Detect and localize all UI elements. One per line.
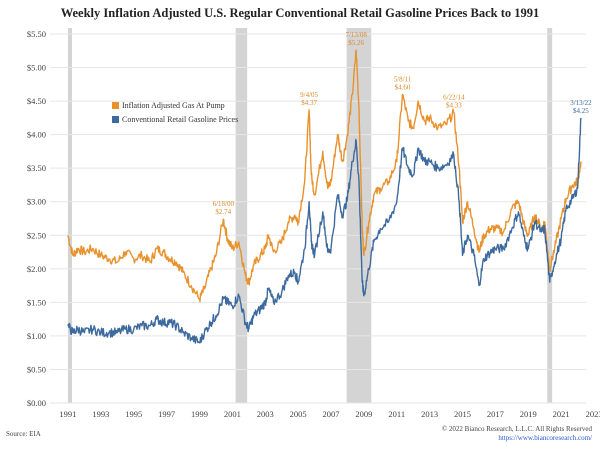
legend: Inflation Adjusted Gas At Pump Convention… — [112, 101, 238, 124]
x-tick-label: 1995 — [125, 409, 142, 419]
legend-label: Conventional Retail Gasoline Prices — [122, 115, 238, 124]
recession-band — [346, 28, 372, 403]
y-tick-label: $4.50 — [27, 96, 46, 106]
legend-label: Inflation Adjusted Gas At Pump — [122, 101, 225, 110]
x-tick-label: 1993 — [92, 409, 109, 419]
legend-swatch — [112, 116, 119, 123]
annotation-value: $4.25 — [573, 107, 589, 115]
y-tick-label: $1.50 — [27, 297, 46, 307]
annotation-date: 7/13/08 — [345, 31, 367, 39]
x-tick-label: 2017 — [487, 409, 504, 419]
x-tick-label: 2013 — [421, 409, 438, 419]
annotation-value: $4.33 — [446, 101, 462, 109]
annotation-value: $4.60 — [395, 83, 411, 91]
annotation-value: $4.37 — [301, 99, 317, 107]
x-tick-label: 2003 — [257, 409, 274, 419]
annotation-value: $2.74 — [215, 208, 231, 216]
recession-band — [67, 28, 73, 403]
source-note: Source: EIA — [6, 430, 41, 438]
y-tick-label: $5.00 — [27, 63, 46, 73]
x-tick-label: 2015 — [454, 409, 471, 419]
x-tick-label: 2021 — [553, 409, 570, 419]
y-tick-label: $3.00 — [27, 197, 46, 207]
x-tick-label: 2007 — [323, 409, 340, 419]
y-tick-label: $1.00 — [27, 331, 46, 341]
x-tick-label: 2019 — [520, 409, 537, 419]
y-tick-label: $5.50 — [27, 29, 46, 39]
annotation-date: 6/22/14 — [443, 93, 465, 101]
x-tick-label: 2005 — [290, 409, 307, 419]
y-tick-label: $2.50 — [27, 230, 46, 240]
website-link[interactable]: https://www.biancoresearch.com/ — [498, 434, 592, 442]
recession-band — [235, 28, 248, 403]
annotation-date: 5/8/11 — [394, 75, 412, 83]
x-tick-label: 2011 — [388, 409, 405, 419]
y-tick-label: $0.00 — [27, 398, 46, 408]
x-tick-label: 2001 — [224, 409, 241, 419]
legend-swatch — [112, 102, 119, 109]
copyright-text: © 2022 Bianco Research, L.L.C. All Right… — [441, 425, 592, 433]
x-tick-label: 1997 — [158, 409, 175, 419]
x-tick-label: 2023 — [586, 409, 600, 419]
annotation-date: 9/4/05 — [300, 91, 318, 99]
x-tick-label: 1991 — [59, 409, 76, 419]
y-tick-label: $0.50 — [27, 364, 46, 374]
annotation-date: 6/18/00 — [213, 200, 235, 208]
recession-band — [547, 28, 553, 403]
chart-title: Weekly Inflation Adjusted U.S. Regular C… — [60, 6, 540, 20]
x-tick-label: 1999 — [191, 409, 208, 419]
y-tick-label: $4.00 — [27, 130, 46, 140]
copyright-block: © 2022 Bianco Research, L.L.C. All Right… — [442, 425, 592, 443]
y-tick-label: $3.50 — [27, 163, 46, 173]
x-tick-label: 2009 — [355, 409, 372, 419]
y-tick-label: $2.00 — [27, 264, 46, 274]
series-line-inflation-adjusted — [67, 49, 582, 303]
annotation-date: 3/13/22 — [570, 99, 592, 107]
series-line-conventional — [67, 117, 582, 344]
annotation-value: $5.26 — [348, 39, 364, 47]
